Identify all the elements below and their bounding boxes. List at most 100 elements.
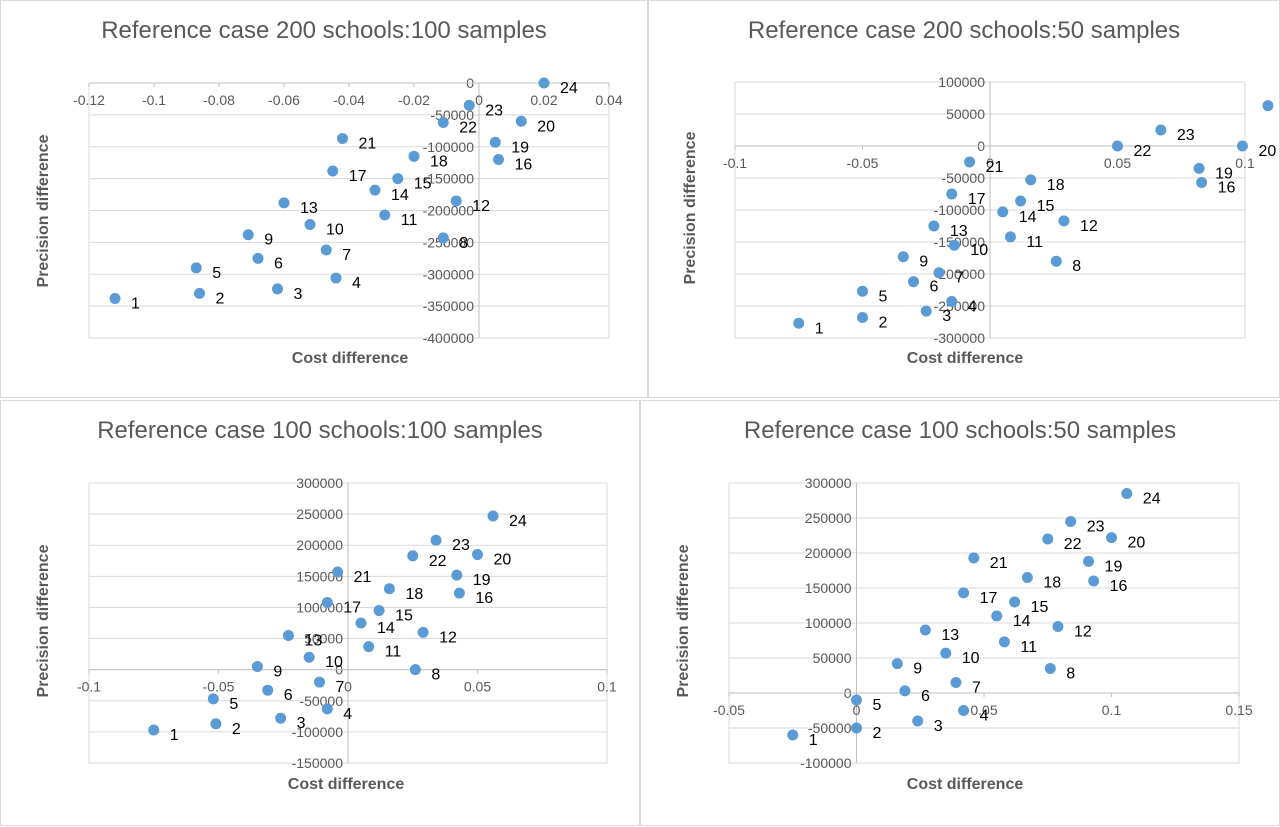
y-tick-label: 100000 [938,74,985,90]
data-point [857,312,868,324]
data-point [851,694,862,706]
data-label: 3 [294,286,303,303]
x-tick-label: 0.02 [530,92,557,108]
data-point [1052,621,1064,632]
data-label: 3 [297,715,306,732]
x-tick-label: -0.05 [713,702,745,718]
data-label: 1 [170,727,179,744]
data-point [262,684,274,696]
data-label: 12 [472,198,490,215]
chart-plot: 100000 50000 0-50000 -100000 -150000 -200000 -… [723,74,1276,346]
data-label: 1 [131,295,140,312]
chart-panel-1: Reference case 200 schools:100 samples 0… [0,0,648,398]
data-point [493,154,504,165]
data-label: 16 [475,590,493,607]
x-tick-label: 0 [986,155,994,171]
data-point [1050,255,1062,267]
data-label: 16 [515,157,533,174]
data-point [1155,124,1167,136]
y-tick-label: -150000 [292,755,344,771]
x-axis-label: Cost difference [287,776,405,793]
chart-panel-4: Reference case 100 schools:50 samples 30… [640,400,1280,826]
data-label: 6 [284,687,293,704]
y-tick-label: 200000 [296,537,343,553]
chart-plot: 300000 250000 200000 150000 100000 50000 0-500… [713,475,1253,771]
data-label: 15 [1031,599,1049,616]
data-point [958,705,970,716]
x-tick-label: -0.1 [142,92,166,108]
data-point [897,251,909,263]
data-point [383,583,395,595]
data-label: 22 [459,120,477,137]
data-label: 18 [1043,575,1061,592]
y-tick-label: 50000 [304,631,343,647]
y-tick-label: -200000 [423,203,475,219]
data-point [303,651,315,663]
data-point [472,549,483,561]
data-point [950,677,962,688]
data-point [1044,663,1056,674]
data-label: 8 [1066,666,1075,683]
data-point [998,636,1010,648]
data-point [793,317,805,329]
data-label: 7 [336,679,345,696]
data-label: 20 [537,118,555,135]
data-label: 7 [955,270,964,287]
data-label: 14 [1019,209,1037,226]
x-tick-label: -0.04 [333,92,365,108]
y-tick-label: 250000 [805,510,852,526]
y-tick-label: -150000 [934,234,986,250]
data-label: 10 [970,242,988,259]
data-point [991,610,1003,622]
y-tick-label: -100000 [800,755,852,771]
data-point [1088,575,1100,587]
data-point [1236,140,1248,152]
data-label: 1 [809,732,818,749]
data-point [332,566,344,578]
data-point [851,722,862,734]
data-label: 19 [1105,558,1123,575]
data-point [314,676,326,688]
data-point [463,99,475,111]
data-point [1009,596,1021,608]
data-point [1112,140,1123,152]
y-tick-label: 300000 [296,475,343,491]
y-tick-label: -50000 [808,720,852,736]
data-point [857,285,868,297]
data-label: 3 [942,308,951,325]
data-point [1121,488,1133,499]
data-label: 9 [913,661,922,678]
data-label: 13 [300,200,318,217]
y-axis-label: Precision difference [682,131,699,285]
data-point [417,626,429,638]
data-point [327,165,339,177]
data-point [940,647,952,659]
data-point [304,219,316,231]
chart-title: Reference case 200 schools:50 samples [747,17,1181,44]
y-tick-label: 100000 [805,615,852,631]
data-point [437,232,449,244]
data-point [1025,174,1037,186]
x-axis-label: Cost difference [906,350,1024,367]
data-point [946,296,958,308]
x-tick-label: 0.05 [1104,155,1131,171]
data-point [373,605,385,617]
data-point [1196,176,1208,188]
data-label: 8 [459,235,468,252]
x-tick-label: -0.08 [203,92,235,108]
data-label: 2 [879,315,888,332]
data-point [321,596,333,608]
data-point [409,664,421,676]
data-label: 15 [1037,198,1055,215]
chart-panel-3: Reference case 100 schools:100 samples 3… [0,400,640,826]
data-label: 9 [264,232,273,249]
data-point [148,724,160,736]
data-point [908,276,919,288]
x-axis-label: Cost difference [906,776,1024,793]
data-label: 8 [431,667,440,684]
data-point [1083,555,1095,567]
data-label: 12 [1080,218,1098,235]
y-tick-label: -50000 [299,693,343,709]
data-label: 11 [1026,234,1043,251]
x-tick-label: -0.12 [73,92,105,108]
